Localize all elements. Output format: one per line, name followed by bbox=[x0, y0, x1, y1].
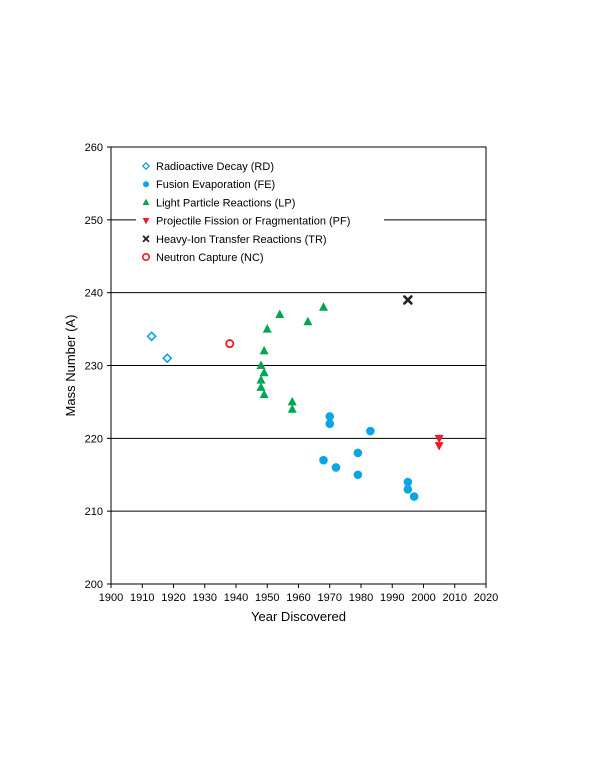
data-point bbox=[434, 442, 444, 451]
data-point bbox=[325, 419, 335, 429]
y-tick-label: 210 bbox=[85, 506, 103, 518]
legend-item-neutron-capture-nc: Neutron Capture (NC) bbox=[141, 252, 264, 264]
data-point bbox=[353, 448, 363, 458]
x-tick-label: 1990 bbox=[380, 592, 404, 604]
legend-item-heavy-ion-transfer-reactions-tr: Heavy-Ion Transfer Reactions (TR) bbox=[142, 234, 327, 246]
x-axis-title: Year Discovered bbox=[251, 609, 346, 624]
x-tick-label: 1950 bbox=[255, 592, 279, 604]
legend-item-projectile-fission-or-fragmentation-pf: Projectile Fission or Fragmentation (PF) bbox=[142, 216, 350, 228]
data-point bbox=[146, 331, 157, 342]
data-point bbox=[275, 309, 285, 319]
data-point bbox=[366, 426, 375, 436]
y-tick-label: 260 bbox=[85, 142, 103, 154]
y-tick-label: 200 bbox=[85, 579, 103, 591]
x-tick-label: 1970 bbox=[318, 592, 342, 604]
y-axis-title: Mass Number (A) bbox=[63, 315, 78, 417]
data-point bbox=[325, 412, 335, 421]
data-point bbox=[225, 339, 235, 349]
x-tick-label: 2020 bbox=[474, 592, 498, 604]
legend-label: Light Particle Reactions (LP) bbox=[156, 197, 295, 209]
data-point bbox=[319, 302, 328, 311]
x-tick-label: 1940 bbox=[224, 592, 248, 604]
legend: Radioactive Decay (RD) Fusion Evaporation… bbox=[136, 154, 384, 266]
x-tick-label: 1980 bbox=[349, 592, 373, 604]
series-0 bbox=[146, 331, 173, 364]
x-tick-label: 1900 bbox=[99, 592, 123, 604]
y-tick-label: 220 bbox=[85, 433, 103, 445]
legend-marker bbox=[141, 161, 151, 171]
data-point bbox=[256, 360, 266, 369]
data-point bbox=[259, 367, 269, 377]
data-point bbox=[434, 434, 444, 444]
legend-marker bbox=[141, 252, 151, 262]
series-4 bbox=[403, 295, 413, 305]
y-axis-ticks: 200 210 220 230 240 250 260 bbox=[85, 142, 111, 591]
data-point bbox=[256, 375, 266, 384]
data-point bbox=[256, 382, 266, 391]
data-point bbox=[331, 463, 341, 472]
x-tick-label: 1910 bbox=[130, 592, 154, 604]
legend-marker bbox=[142, 198, 150, 206]
y-tick-label: 240 bbox=[85, 288, 103, 300]
data-point bbox=[287, 404, 297, 413]
data-points bbox=[146, 295, 444, 501]
legend-box bbox=[136, 154, 384, 266]
data-point bbox=[403, 485, 413, 494]
series-2 bbox=[256, 302, 328, 413]
x-tick-label: 1960 bbox=[286, 592, 310, 604]
data-point bbox=[287, 396, 297, 406]
data-point bbox=[403, 477, 413, 487]
data-point bbox=[259, 345, 269, 355]
data-point bbox=[409, 492, 419, 501]
series-3 bbox=[434, 434, 444, 451]
x-tick-label: 2000 bbox=[411, 592, 435, 604]
y-tick-label: 230 bbox=[85, 361, 103, 373]
legend-label: Neutron Capture (NC) bbox=[156, 252, 264, 264]
legend-item-fusion-evaporation-fe: Fusion Evaporation (FE) bbox=[142, 179, 275, 191]
x-axis-ticks: 1900 1910 1920 1930 1940 1950 1960 1970 1980 1990… bbox=[99, 584, 498, 604]
legend-marker bbox=[142, 235, 150, 243]
legend-label: Heavy-Ion Transfer Reactions (TR) bbox=[156, 234, 327, 246]
y-tick-label: 250 bbox=[85, 215, 103, 227]
x-tick-label: 1920 bbox=[161, 592, 185, 604]
legend-marker bbox=[142, 181, 150, 188]
x-tick-label: 1930 bbox=[193, 592, 217, 604]
x-tick-label: 2010 bbox=[443, 592, 467, 604]
legend-label: Projectile Fission or Fragmentation (PF) bbox=[156, 216, 350, 228]
data-point bbox=[162, 353, 173, 364]
data-point bbox=[319, 455, 328, 465]
series-5 bbox=[225, 339, 235, 349]
data-point bbox=[303, 316, 313, 326]
legend-marker bbox=[142, 217, 150, 225]
legend-label: Radioactive Decay (RD) bbox=[156, 161, 274, 173]
data-point bbox=[262, 324, 272, 333]
legend-item-light-particle-reactions-lp: Light Particle Reactions (LP) bbox=[142, 197, 295, 209]
series-1 bbox=[319, 412, 419, 501]
data-point bbox=[259, 389, 269, 399]
legend-label: Fusion Evaporation (FE) bbox=[156, 179, 275, 191]
data-point bbox=[353, 470, 363, 480]
legend-item-radioactive-decay-rd: Radioactive Decay (RD) bbox=[141, 161, 274, 173]
data-point bbox=[403, 295, 413, 305]
